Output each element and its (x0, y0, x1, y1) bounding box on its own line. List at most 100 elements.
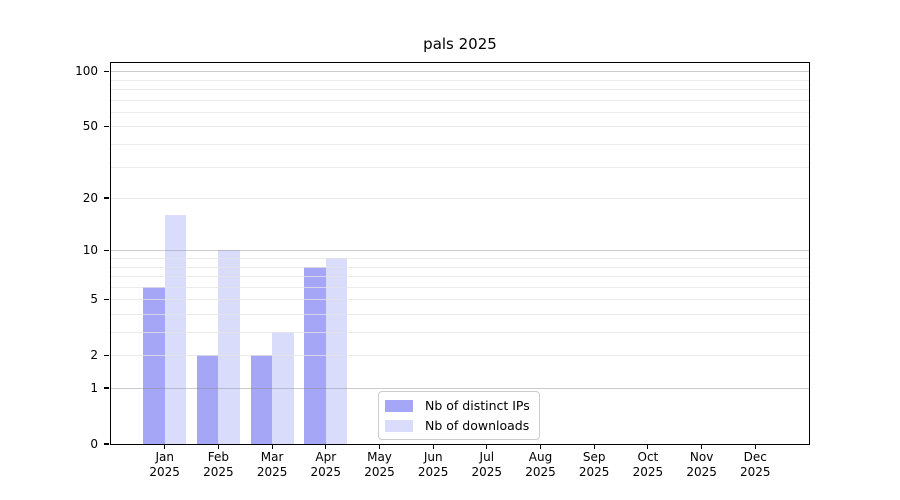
x-tick-mark-oct (647, 444, 649, 449)
y-tick-label-2: 2 (90, 348, 98, 363)
y-tick-label-0: 0 (90, 437, 98, 451)
x-tick-label-oct: Oct 2025 (616, 450, 680, 480)
x-tick-month-feb: Feb (207, 450, 230, 464)
gridline-minor-4 (111, 314, 809, 315)
gridline-minor-40 (111, 144, 809, 145)
x-tick-mark-feb (217, 444, 219, 449)
gridline-minor-8 (111, 266, 809, 268)
y-tick-mark-2 (104, 354, 109, 356)
x-tick-mark-mar (271, 444, 273, 449)
x-tick-mark-may (378, 444, 381, 449)
x-tick-label-mar: Mar 2025 (240, 450, 304, 480)
y-tick-mark-0 (104, 443, 109, 445)
x-tick-month-oct: Oct (637, 450, 659, 464)
legend-item-distinct-ips: Nb of distinct IPs (385, 398, 530, 413)
y-tick-mark-5 (104, 298, 109, 300)
y-tick-label-5: 5 (90, 292, 98, 307)
x-tick-label-feb: Feb 2025 (186, 450, 250, 480)
legend-swatch-distinct-ips (385, 399, 413, 412)
x-tick-year-jun: 2025 (417, 465, 449, 479)
x-tick-month-apr: Apr (315, 450, 337, 464)
gridline-minor-90 (111, 79, 809, 81)
bar-downloads-apr (325, 258, 348, 444)
gridline-minor-50 (111, 126, 809, 128)
chart-title: pals 2025 (423, 35, 497, 53)
x-tick-label-aug: Aug 2025 (509, 450, 573, 480)
y-tick-label-10: 10 (82, 243, 98, 258)
gridline-minor-6 (111, 286, 809, 288)
x-tick-label-jan: Jan 2025 (133, 450, 197, 480)
x-tick-year-jan: 2025 (149, 465, 180, 479)
gridline-minor-30 (111, 166, 809, 168)
gridline-minor-80 (111, 89, 809, 90)
gridline-minor-9 (111, 258, 809, 259)
x-tick-label-may: May 2025 (348, 450, 412, 480)
x-tick-year-mar: 2025 (256, 465, 288, 479)
y-tick-label-1: 1 (90, 381, 98, 395)
x-tick-mark-apr (325, 444, 327, 449)
y-tick-label-50: 50 (82, 119, 98, 134)
bar-distinct-ips-mar (250, 355, 273, 444)
gridline-minor-70 (111, 99, 809, 101)
x-tick-month-sep: Sep (582, 450, 606, 464)
legend-swatch-downloads (385, 419, 413, 432)
x-tick-year-dec: 2025 (740, 465, 771, 479)
x-tick-year-jul: 2025 (471, 465, 503, 479)
x-tick-label-jun: Jun 2025 (401, 450, 465, 480)
x-tick-year-oct: 2025 (632, 465, 664, 479)
x-tick-mark-dec (754, 444, 756, 449)
x-tick-month-dec: Dec (743, 450, 767, 464)
x-tick-month-jul: Jul (479, 450, 495, 464)
plot-area (110, 62, 810, 445)
x-tick-mark-jul (486, 444, 488, 449)
bar-distinct-ips-feb (196, 355, 219, 444)
x-tick-label-dec: Dec 2025 (723, 450, 787, 480)
x-tick-month-jan: Jan (155, 450, 174, 464)
x-tick-mark-aug (539, 444, 542, 449)
x-tick-month-may: May (367, 450, 392, 464)
gridline-minor-20 (111, 198, 809, 199)
x-tick-label-nov: Nov 2025 (670, 450, 734, 480)
gridline-minor-60 (111, 111, 809, 113)
x-tick-year-aug: 2025 (525, 465, 556, 479)
x-tick-label-sep: Sep 2025 (562, 450, 626, 480)
x-tick-year-apr: 2025 (310, 465, 342, 479)
y-tick-mark-50 (104, 125, 109, 127)
x-tick-label-jul: Jul 2025 (455, 450, 519, 480)
legend: Nb of distinct IPs Nb of downloads (378, 391, 540, 440)
y-tick-mark-10 (104, 249, 109, 251)
bar-downloads-feb (218, 250, 240, 444)
gridline-minor-5 (111, 299, 809, 301)
y-tick-mark-100 (104, 70, 109, 72)
y-tick-mark-20 (104, 197, 109, 199)
bar-downloads-mar (272, 332, 294, 444)
gridline-minor-7 (111, 276, 809, 277)
legend-item-downloads: Nb of downloads (385, 418, 530, 433)
y-tick-mark-1 (104, 387, 109, 389)
x-tick-year-nov: 2025 (686, 465, 717, 479)
x-tick-year-may: 2025 (364, 465, 395, 479)
gridline-major-1 (111, 388, 809, 389)
y-tick-label-20: 20 (82, 191, 98, 205)
x-tick-mark-jun (432, 444, 434, 449)
gridline-major-10 (111, 250, 809, 252)
gridline-minor-3 (111, 332, 809, 333)
y-tick-label-100: 100 (75, 64, 98, 79)
x-tick-label-apr: Apr 2025 (294, 450, 358, 480)
gridline-major-100 (111, 71, 809, 73)
bar-downloads-jan (164, 215, 187, 444)
legend-label-distinct-ips: Nb of distinct IPs (425, 398, 530, 413)
x-tick-month-aug: Aug (528, 450, 553, 464)
x-tick-month-mar: Mar (260, 450, 284, 464)
gridline-minor-2 (111, 355, 809, 357)
bar-distinct-ips-jan (143, 286, 165, 444)
legend-label-downloads: Nb of downloads (425, 418, 530, 433)
x-tick-mark-nov (701, 444, 703, 449)
x-tick-month-nov: Nov (689, 450, 714, 464)
x-tick-mark-jan (164, 444, 166, 449)
x-tick-year-feb: 2025 (203, 465, 234, 479)
x-tick-year-sep: 2025 (578, 465, 610, 479)
x-tick-mark-sep (593, 444, 595, 449)
x-tick-month-jun: Jun (423, 450, 443, 464)
